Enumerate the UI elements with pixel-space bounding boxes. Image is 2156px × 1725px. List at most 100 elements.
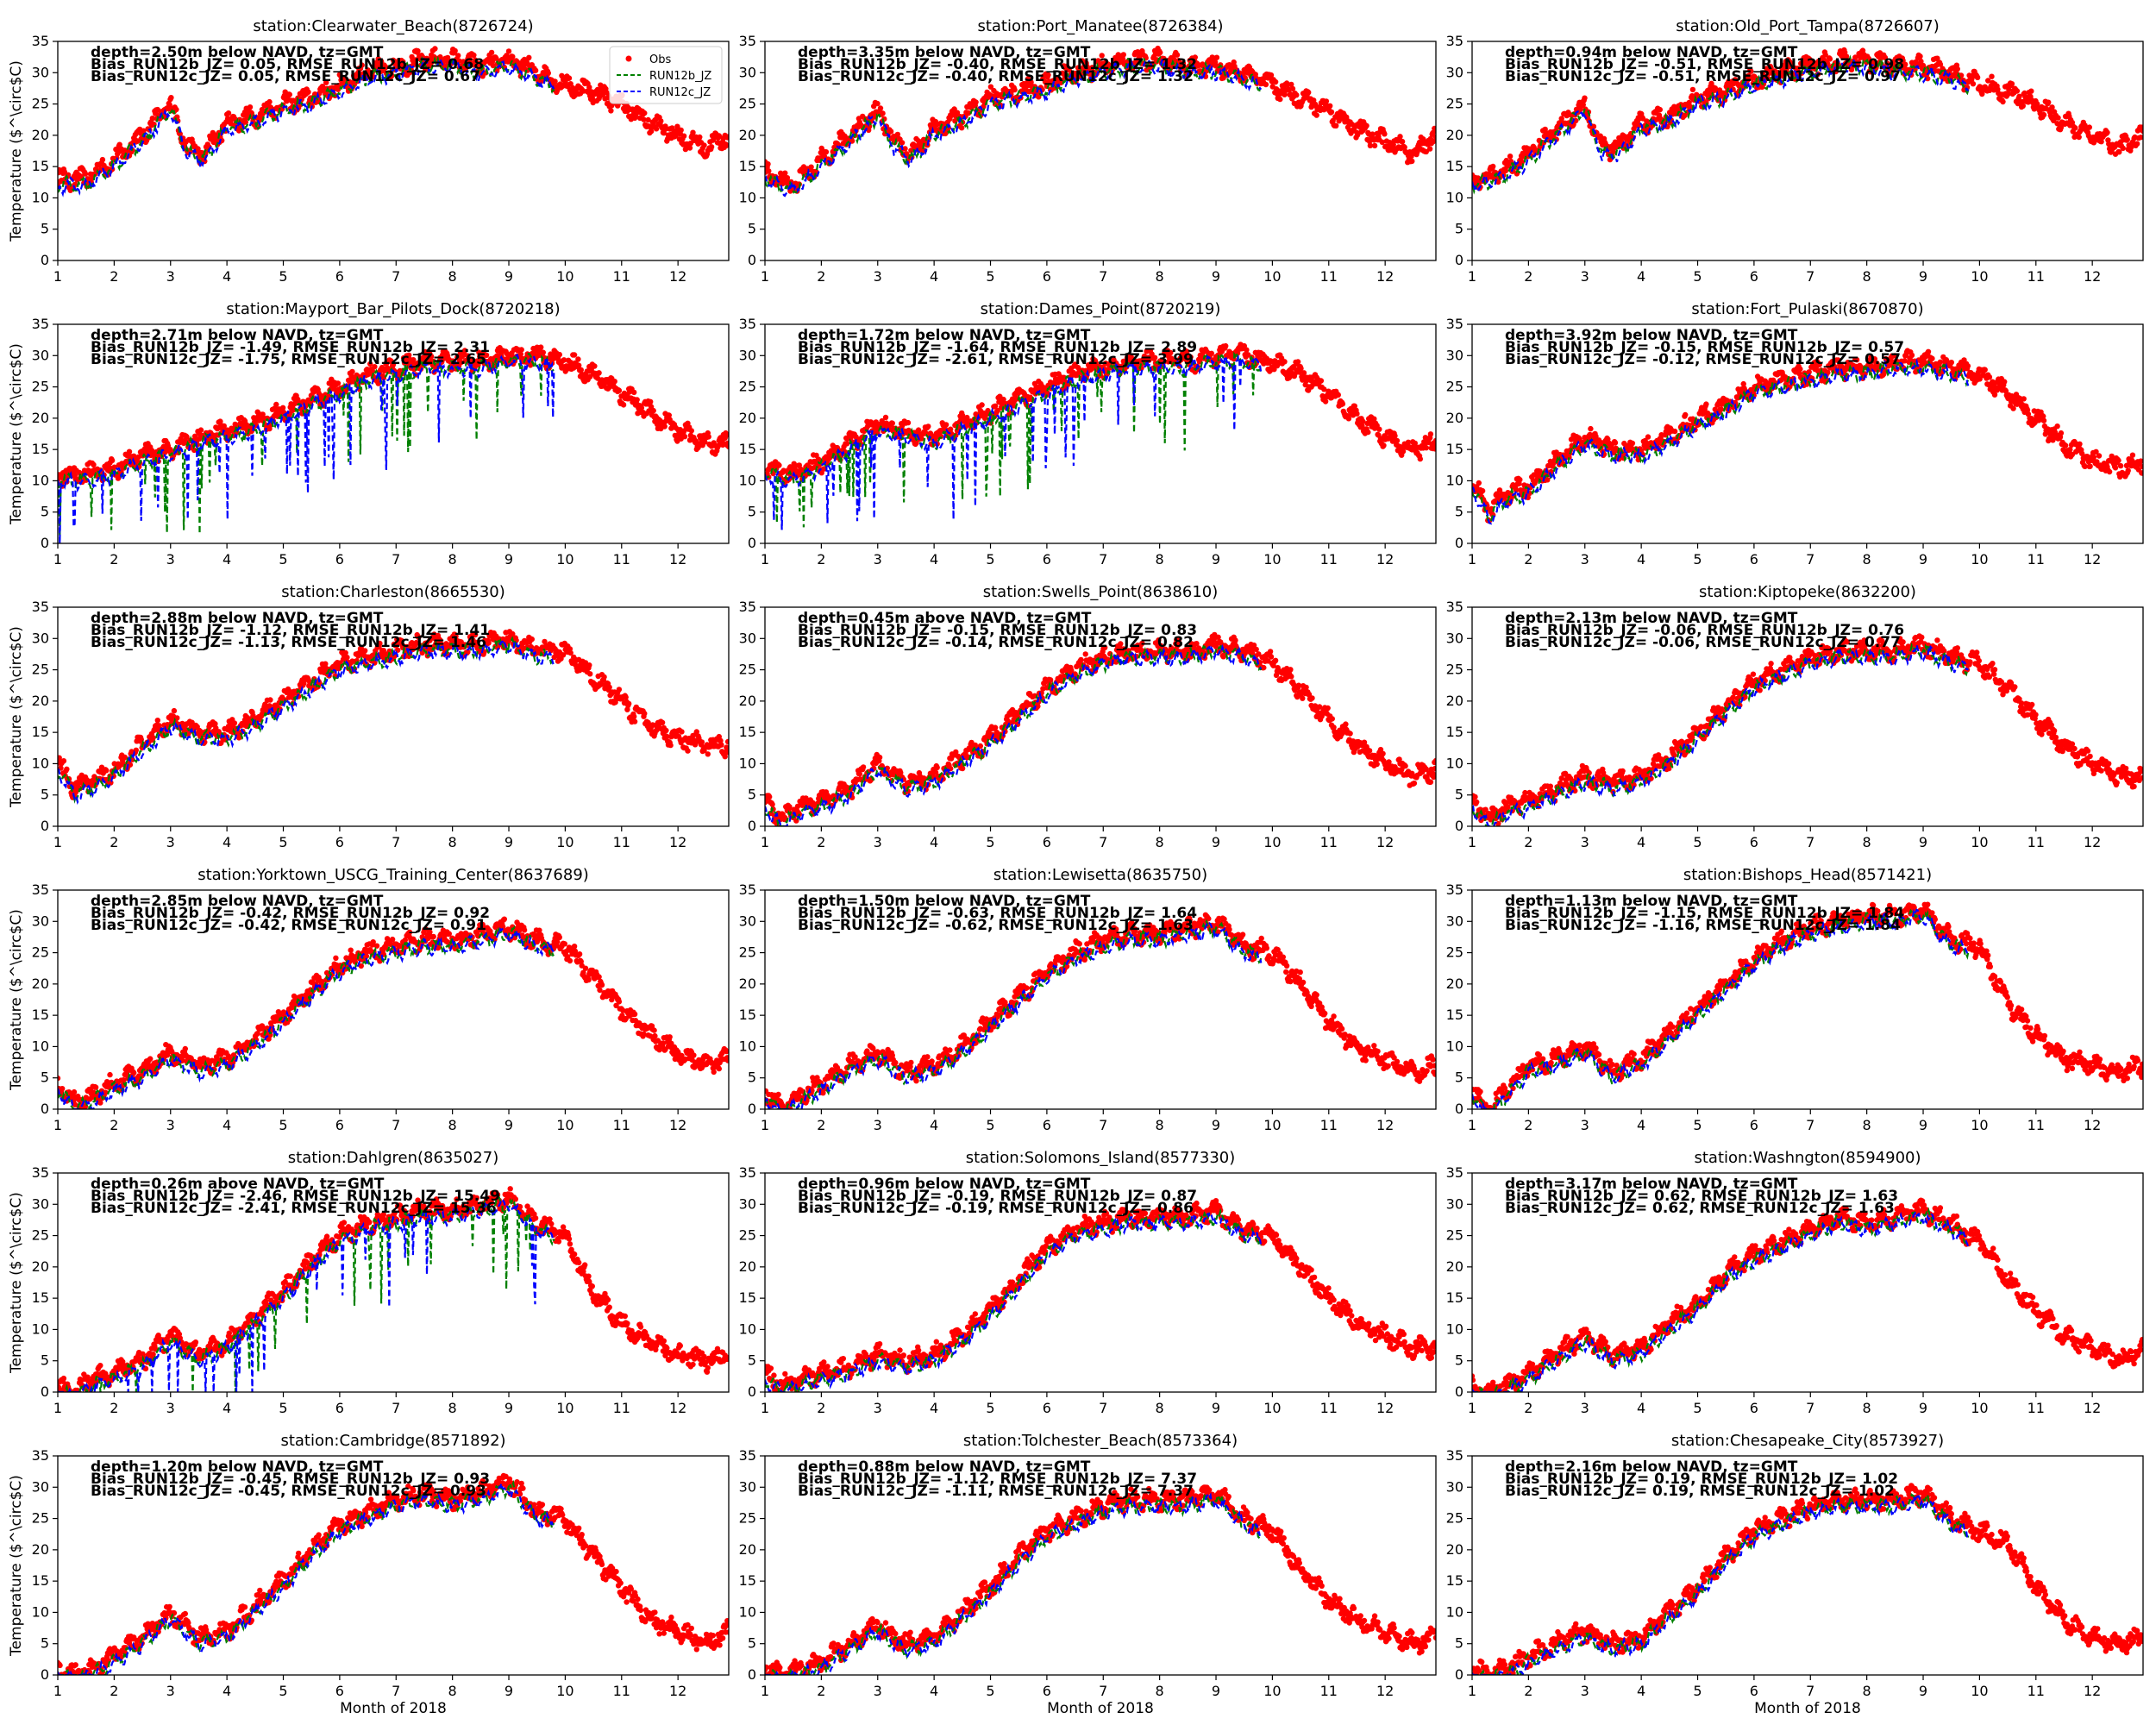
subplot-title: station:Dames_Point(8720219)	[981, 300, 1221, 318]
x-tick-label: 2	[817, 551, 825, 568]
obs-point	[166, 102, 172, 108]
x-tick-label: 11	[2028, 268, 2045, 285]
x-tick-label: 10	[556, 268, 573, 285]
obs-point	[1277, 96, 1283, 103]
obs-point	[1588, 425, 1594, 432]
obs-point	[1120, 52, 1127, 58]
obs-point	[690, 129, 696, 135]
x-tick-label: 10	[556, 551, 573, 568]
obs-point	[552, 78, 558, 85]
x-tick-label: 5	[279, 268, 287, 285]
subplot-title: station:Old_Port_Tampa(8726607)	[1676, 17, 1940, 35]
obs-point	[383, 64, 389, 71]
obs-point	[1394, 437, 1401, 444]
obs-point	[2086, 124, 2092, 130]
obs-point	[1970, 81, 1977, 87]
y-tick-label: 15	[1446, 158, 1463, 174]
obs-point	[493, 55, 499, 61]
y-tick-label: 20	[739, 127, 756, 143]
obs-point	[1313, 112, 1319, 118]
obs-point	[1272, 78, 1279, 85]
obs-point	[1479, 487, 1486, 494]
obs-point	[661, 423, 667, 430]
obs-point	[567, 81, 573, 87]
obs-point	[2104, 129, 2110, 135]
x-tick-label: 12	[1376, 268, 1394, 285]
obs-point	[1328, 109, 1335, 116]
obs-point	[518, 347, 524, 353]
y-tick-label: 25	[1446, 96, 1463, 112]
obs-point	[1689, 86, 1696, 93]
obs-point	[1409, 158, 1415, 165]
x-tick-label: 1	[1468, 268, 1476, 285]
y-tick-label: 30	[1446, 64, 1463, 80]
legend-label: Obs	[649, 53, 671, 66]
y-tick-label: 0	[41, 252, 49, 268]
obs-point	[1917, 53, 1923, 60]
obs-point	[642, 110, 648, 116]
y-tick-label: 5	[748, 221, 756, 237]
obs-point	[678, 127, 684, 134]
subplot-title: station:Fort_Pulaski(8670870)	[1691, 300, 1923, 318]
x-tick-label: 4	[1637, 268, 1645, 285]
obs-point	[78, 173, 85, 179]
obs-point	[701, 142, 707, 148]
subplot-4: station:Mayport_Bar_Pilots_Dock(8720218)…	[8, 300, 730, 568]
obs-point	[1306, 90, 1312, 96]
obs-point	[126, 448, 133, 455]
obs-point	[887, 129, 894, 135]
x-tick-label: 2	[1524, 268, 1532, 285]
x-tick-label: 9	[1212, 268, 1220, 285]
plot-area	[765, 342, 1436, 530]
x-tick-label: 12	[669, 268, 686, 285]
plot-area	[1472, 348, 2143, 525]
subplot-5: station:Dames_Point(8720219)1 2 3 4 5 6 7 8 9 10 1…	[739, 300, 1437, 568]
x-tick-label: 4	[930, 551, 938, 568]
obs-point	[432, 46, 438, 52]
x-tick-label: 3	[1581, 268, 1589, 285]
obs-point	[141, 128, 147, 134]
obs-point	[631, 389, 637, 396]
x-tick-label: 2	[110, 268, 118, 285]
obs-point	[648, 398, 654, 405]
obs-point	[1322, 398, 1329, 405]
x-tick-label: 4	[222, 551, 231, 568]
obs-point	[889, 420, 896, 426]
obs-point	[708, 144, 715, 150]
y-tick-label: 0	[748, 535, 756, 551]
obs-point	[99, 156, 106, 163]
x-tick-label: 7	[1099, 551, 1107, 568]
obs-point	[1323, 98, 1330, 104]
obs-point	[526, 54, 532, 60]
obs-point	[1263, 81, 1269, 88]
x-tick-label: 9	[1919, 268, 1927, 285]
obs-point	[1045, 72, 1051, 78]
obs-point	[705, 434, 711, 440]
obs-point	[571, 352, 578, 358]
stats-annotation: Bias_RUN12b_JZ= 0.05, RMSE_RUN12b_JZ= 0.…	[91, 56, 484, 73]
obs-point	[632, 112, 639, 118]
x-tick-label: 2	[817, 268, 825, 285]
obs-point	[273, 401, 279, 408]
y-axis-label: Temperature ($^\circ$C)	[8, 343, 25, 525]
plot-area	[58, 46, 729, 198]
obs-point	[532, 67, 539, 73]
obs-point	[1294, 92, 1300, 98]
obs-series	[58, 46, 729, 193]
obs-point	[1582, 95, 1588, 101]
x-tick-label: 3	[874, 268, 882, 285]
obs-point	[2055, 115, 2061, 121]
obs-point	[116, 141, 122, 147]
x-tick-label: 1	[761, 268, 769, 285]
obs-point	[1392, 433, 1398, 439]
obs-point	[882, 414, 889, 421]
obs-point	[766, 168, 772, 174]
obs-point	[1012, 86, 1018, 93]
obs-point	[1657, 106, 1664, 113]
x-tick-label: 9	[505, 551, 513, 568]
run12c-series	[58, 353, 555, 543]
obs-point	[467, 56, 473, 63]
y-tick-label: 35	[32, 33, 49, 49]
y-tick-label: 30	[739, 64, 756, 80]
obs-point	[538, 344, 544, 350]
